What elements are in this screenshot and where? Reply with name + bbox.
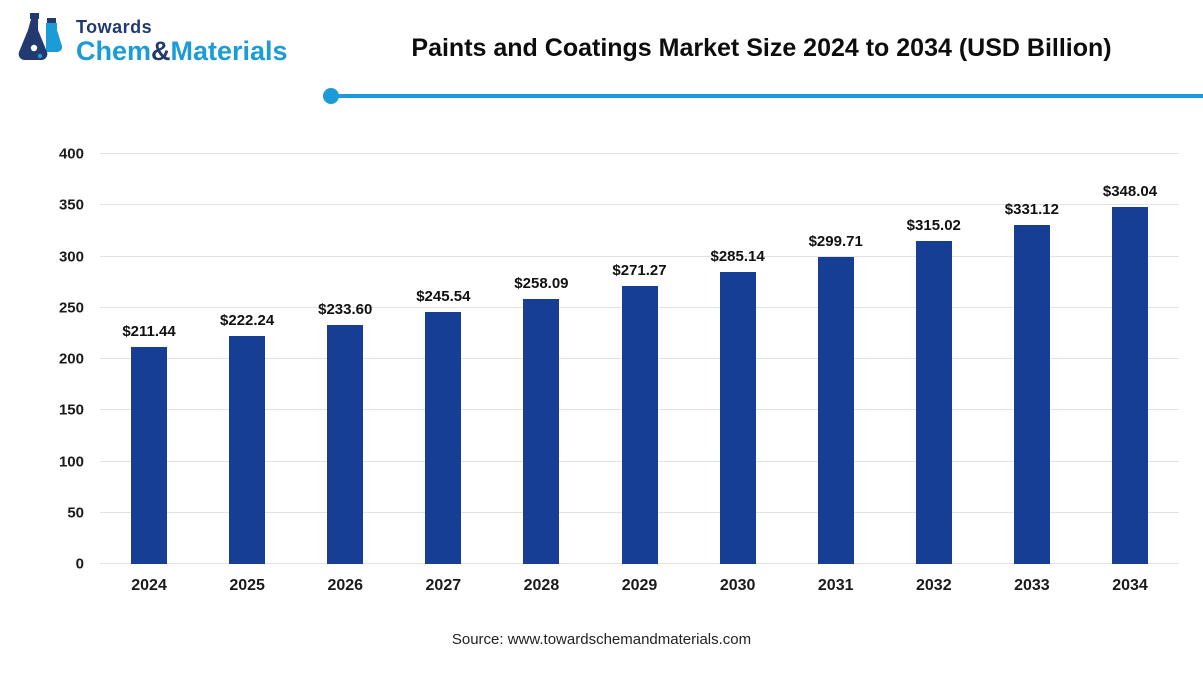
logo-line2: Chem&Materials: [76, 37, 288, 65]
bars: $211.44 $222.24 $233.60 $245.54 $258.09 $271.…: [100, 154, 1179, 564]
y-axis: 0 50 100 150 200 250 300 350 400: [20, 146, 100, 573]
chart-main: 0 50 100 150 200 250 300 350 400 $211.44 $222.24 $…: [20, 146, 1179, 573]
bar-value-label: $233.60: [318, 300, 373, 318]
bar-value-label: $331.12: [1004, 200, 1059, 218]
y-tick-label: 250: [58, 299, 84, 317]
header: Towards Chem&Materials Paints and Coatin…: [0, 0, 1203, 112]
x-tick-label: 2026: [327, 577, 364, 594]
page-title: Paints and Coatings Market Size 2024 to …: [411, 34, 1112, 62]
logo: Towards Chem&Materials: [16, 12, 288, 72]
chart: 0 50 100 150 200 250 300 350 400 $211.44 $222.24 $…: [20, 146, 1179, 595]
y-tick-label: 300: [58, 248, 84, 265]
y-tick-label: 100: [58, 453, 84, 470]
source-text: Source: www.towardschemandmaterials.com: [451, 631, 752, 648]
x-tick-label: 2031: [817, 577, 854, 594]
y-tick-label: 150: [58, 401, 84, 419]
bar-group: $348.04: [1081, 154, 1179, 564]
bar: [425, 312, 462, 564]
bar: [621, 285, 658, 564]
bar-group: $315.02: [885, 154, 983, 564]
logo-text: Towards Chem&Materials: [76, 18, 288, 65]
logo-ampersand: &: [151, 36, 171, 67]
flask-logo-icon: [18, 13, 63, 61]
bar-value-label: $245.54: [416, 288, 471, 306]
x-tick-label: 2028: [523, 577, 560, 594]
bar-group: $299.71: [787, 154, 885, 564]
bar-value-label: $258.09: [514, 275, 569, 293]
plot-area: $211.44 $222.24 $233.60 $245.54 $258.09 $271.…: [100, 153, 1179, 564]
bar: [229, 336, 266, 564]
y-tick-label: 400: [58, 145, 84, 163]
bar: [131, 347, 168, 564]
bar-value-label: $315.02: [906, 217, 961, 235]
bar: [327, 324, 364, 564]
logo-line1: Towards: [76, 17, 153, 38]
bar-group: $222.24: [198, 154, 296, 564]
bar: [817, 256, 854, 564]
x-tick-label: 2034: [1112, 577, 1148, 594]
gridline: [100, 153, 1179, 154]
y-tick-label: 200: [58, 350, 84, 368]
x-tick-label: 2024: [131, 577, 167, 594]
bar: [523, 299, 560, 564]
gridline: [100, 204, 1179, 206]
logo-materials: Materials: [170, 36, 288, 67]
bar: [1013, 224, 1050, 564]
accent-dot: [323, 88, 339, 104]
accent-line: [323, 88, 1203, 104]
bar-group: $331.12: [983, 154, 1081, 564]
x-tick-label: 2030: [719, 577, 756, 594]
bar: [1111, 207, 1148, 564]
bar-value-label: $348.04: [1102, 183, 1158, 201]
bar-value-label: $211.44: [122, 323, 176, 341]
x-tick-label: 2027: [425, 577, 462, 594]
bar-value-label: $285.14: [710, 247, 765, 265]
bar-value-label: $222.24: [220, 312, 275, 330]
x-tick-label: 2029: [621, 577, 658, 594]
x-tick-label: 2033: [1014, 577, 1050, 594]
x-tick-label: 2025: [229, 577, 265, 594]
x-axis: 2024 2025 2026 2027 2028 2029 2030 2031 2032 2033…: [100, 577, 1179, 595]
y-tick-label: 0: [75, 555, 84, 573]
bar-value-label: $271.27: [612, 261, 667, 279]
bar-group: $245.54: [394, 154, 492, 564]
bar-group: $285.14: [689, 154, 787, 564]
bar-group: $233.60: [296, 154, 394, 564]
bar-group: $271.27: [590, 154, 688, 564]
x-tick-label: 2032: [916, 577, 952, 594]
y-tick-label: 50: [67, 504, 84, 522]
y-tick-label: 350: [58, 196, 84, 214]
bar-group: $211.44: [100, 154, 198, 564]
bar-value-label: $299.71: [808, 232, 863, 250]
bar: [915, 241, 952, 564]
gridline: [100, 255, 1179, 257]
logo-chem: Chem: [76, 36, 152, 67]
bar-group: $258.09: [492, 154, 590, 564]
bar: [719, 271, 756, 564]
